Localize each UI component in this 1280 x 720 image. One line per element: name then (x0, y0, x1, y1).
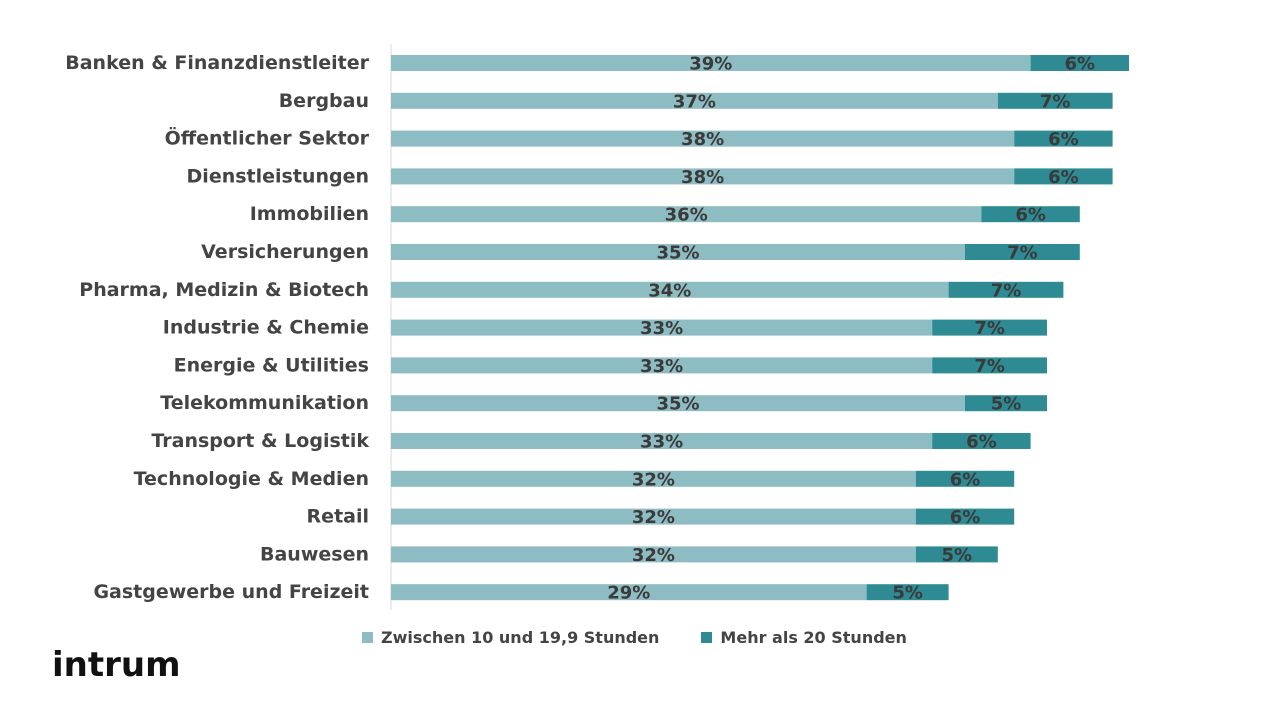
category-label: Technologie & Medien (134, 468, 369, 490)
category-label: Industrie & Chemie (163, 317, 369, 339)
data-label-series-2: 7% (974, 356, 1005, 377)
legend-label-series-2: Mehr als 20 Stunden (720, 628, 907, 647)
data-label-series-2: 6% (1048, 129, 1079, 150)
data-label-series-1: 35% (656, 394, 699, 415)
bar-segment-series-2 (915, 470, 1015, 487)
bar-segment-series-2 (997, 92, 1113, 109)
data-label-series-2: 7% (1007, 243, 1038, 264)
bar-segment-series-2 (965, 244, 1080, 260)
data-label-series-1: 32% (632, 545, 675, 566)
bar-segment-series-2 (948, 281, 1064, 298)
data-label-series-1: 39% (689, 54, 732, 75)
data-label-series-1: 33% (640, 432, 683, 453)
data-label-series-2: 7% (991, 280, 1022, 301)
data-label-series-1: 38% (681, 167, 724, 188)
bar-segment-series-1 (391, 508, 916, 525)
bar-segment-series-1 (391, 584, 867, 601)
category-label: Retail (307, 506, 369, 528)
data-label-series-1: 35% (656, 243, 699, 264)
data-label-series-2: 7% (974, 318, 1005, 339)
bar-segment-series-2 (1014, 168, 1113, 185)
data-label-series-2: 6% (950, 469, 981, 490)
category-label: Transport & Logistik (151, 430, 369, 452)
bar-segment-series-2 (866, 584, 949, 601)
data-label-series-2: 5% (942, 545, 973, 566)
category-label: Gastgewerbe und Freizeit (93, 581, 369, 603)
data-label-series-2: 5% (892, 583, 923, 604)
bar-segment-series-1 (391, 546, 916, 563)
data-label-series-1: 32% (632, 507, 675, 528)
bar-segment-series-1 (391, 244, 965, 260)
data-label-series-1: 36% (665, 205, 708, 226)
bar-segment-series-2 (1030, 55, 1129, 71)
data-label-series-2: 6% (1048, 167, 1079, 188)
bar-segment-series-1 (391, 470, 916, 487)
bar-segment-series-1 (391, 130, 1015, 147)
data-label-series-1: 33% (640, 356, 683, 377)
data-label-series-2: 7% (1040, 91, 1071, 112)
category-label: Banken & Finanzdienstleiter (65, 52, 369, 74)
legend-label-series-1: Zwischen 10 und 19,9 Stunden (381, 628, 660, 647)
category-label: Immobilien (250, 203, 369, 225)
category-label: Dienstleistungen (187, 165, 369, 187)
data-label-series-1: 29% (607, 583, 650, 604)
bar-segment-series-2 (932, 433, 1031, 449)
bar-segment-series-2 (915, 546, 998, 563)
category-label: Bauwesen (260, 543, 369, 565)
data-label-series-2: 6% (1065, 54, 1096, 75)
data-label-series-1: 38% (681, 129, 724, 150)
bar-segment-series-1 (391, 319, 933, 336)
intrum-logo: intrum (52, 645, 181, 685)
category-label: Energie & Utilities (174, 354, 369, 376)
legend: Zwischen 10 und 19,9 Stunden Mehr als 20… (362, 628, 907, 647)
category-label: Telekommunikation (160, 392, 369, 414)
bar-segment-series-2 (932, 319, 1047, 336)
bar-segment-series-2 (915, 508, 1015, 525)
legend-item-series-1: Zwischen 10 und 19,9 Stunden (362, 628, 659, 647)
data-label-series-2: 6% (966, 432, 997, 453)
bar-segment-series-1 (391, 433, 933, 449)
legend-item-series-2: Mehr als 20 Stunden (701, 628, 907, 647)
data-label-series-1: 32% (632, 469, 675, 490)
bar-segment-series-1 (391, 395, 965, 412)
category-label: Bergbau (279, 90, 369, 112)
legend-swatch-series-1 (362, 632, 373, 643)
bar-segment-series-1 (391, 206, 982, 223)
data-label-series-2: 5% (991, 394, 1022, 415)
bar-segment-series-1 (391, 281, 949, 298)
bar-segment-series-1 (391, 168, 1015, 185)
bar-segment-series-2 (981, 206, 1080, 223)
bar-segment-series-1 (391, 55, 1031, 71)
legend-swatch-series-2 (701, 632, 713, 643)
bar-segment-series-1 (391, 357, 933, 374)
data-label-series-2: 6% (1015, 205, 1046, 226)
bar-segment-series-2 (1014, 130, 1113, 147)
data-label-series-1: 37% (673, 91, 716, 112)
data-label-series-1: 34% (648, 280, 691, 301)
bar-segment-series-2 (965, 395, 1047, 412)
data-label-series-1: 33% (640, 318, 683, 339)
category-label: Versicherungen (201, 241, 369, 263)
category-label: Pharma, Medizin & Biotech (79, 279, 369, 301)
data-label-series-2: 6% (950, 507, 981, 528)
bar-segment-series-2 (932, 357, 1047, 374)
bar-segment-series-1 (391, 92, 998, 109)
category-label: Öffentlicher Sektor (165, 126, 370, 150)
